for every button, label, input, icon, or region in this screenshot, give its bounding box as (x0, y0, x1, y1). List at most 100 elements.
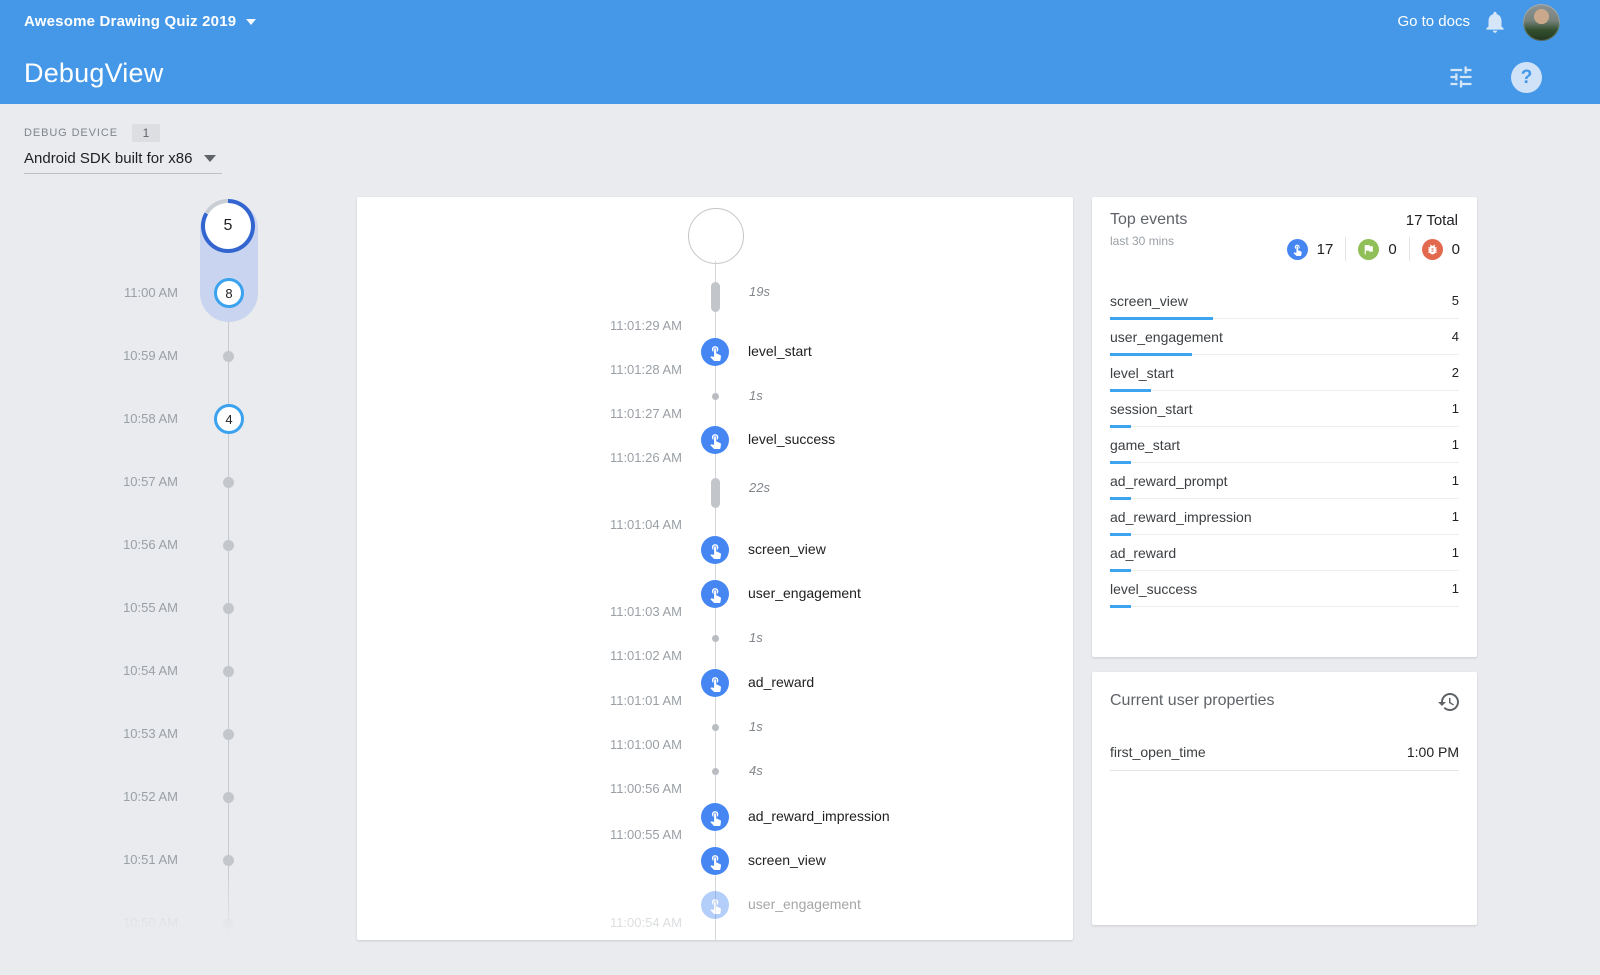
top-event-name[interactable]: game_start (1110, 436, 1181, 453)
timeline-minute-label: 10:59 AM (123, 348, 178, 363)
top-event-count: 1 (1451, 473, 1459, 488)
timeline-minute-label: 10:54 AM (123, 663, 178, 678)
event-timestamp: 11:00:55 AM (609, 827, 682, 842)
event-timestamp: 11:01:04 AM (609, 517, 682, 532)
history-icon[interactable] (1437, 690, 1461, 714)
gap-duration-label: 1s (749, 388, 763, 403)
top-event-name[interactable]: level_start (1110, 364, 1174, 381)
event-timestamp: 11:01:28 AM (609, 362, 682, 377)
gap-tick-dot (712, 723, 719, 731)
stream-head-circle (688, 208, 744, 264)
event-name[interactable]: ad_reward_impression (748, 808, 890, 824)
device-select[interactable]: Android SDK built for x86 (24, 144, 222, 174)
event-touch-icon[interactable] (701, 891, 729, 919)
top-event-row[interactable]: game_start 1 (1110, 427, 1459, 464)
event-timestamp: 11:01:01 AM (609, 693, 682, 708)
filter-tune-icon[interactable] (1447, 63, 1475, 91)
top-event-name[interactable]: screen_view (1110, 292, 1188, 309)
event-timestamp: 11:00:54 AM (609, 915, 682, 930)
top-event-bar (1110, 353, 1193, 356)
event-name[interactable]: level_success (748, 431, 836, 447)
user-property-name: first_open_time (1110, 744, 1206, 760)
user-properties-title: Current user properties (1110, 692, 1275, 709)
top-event-row[interactable]: ad_reward_impression 1 (1110, 499, 1459, 536)
top-event-row[interactable]: user_engagement 4 (1110, 319, 1459, 356)
counter-value: 0 (1451, 240, 1460, 258)
event-touch-icon[interactable] (701, 847, 729, 875)
top-event-name[interactable]: ad_reward (1110, 544, 1177, 561)
current-minute-spinner[interactable]: 5 (201, 199, 255, 253)
timeline-minute-dot[interactable] (223, 728, 234, 740)
counter-divider (1345, 237, 1347, 261)
top-event-name[interactable]: level_success (1110, 580, 1198, 597)
timeline-minute-label: 10:50 AM (123, 915, 178, 930)
top-event-bar (1110, 389, 1152, 392)
top-event-count: 1 (1451, 581, 1459, 596)
timeline-minute-label: 10:57 AM (123, 474, 178, 489)
timeline-minute-label: 10:51 AM (123, 852, 178, 867)
help-icon[interactable]: ? (1511, 62, 1542, 93)
top-event-row[interactable]: level_success 1 (1110, 571, 1459, 608)
debug-device-count-badge: 1 (131, 124, 160, 142)
top-event-name[interactable]: session_start (1110, 400, 1193, 417)
top-event-row[interactable]: ad_reward_prompt 1 (1110, 463, 1459, 500)
top-event-name[interactable]: ad_reward_prompt (1110, 472, 1228, 489)
gap-capsule (711, 478, 720, 508)
top-event-row[interactable]: session_start 1 (1110, 391, 1459, 428)
timeline-minute-dot[interactable] (223, 791, 234, 803)
top-events-rows: screen_view 5 user_engagement 4 level_start 2… (1110, 283, 1459, 608)
event-touch-icon[interactable] (701, 536, 729, 564)
debug-device-header: DEBUG DEVICE 1 (24, 124, 160, 142)
gap-duration-label: 1s (749, 719, 763, 734)
event-touch-icon[interactable] (701, 669, 729, 697)
timeline-minute-bubble[interactable]: 8 (214, 278, 244, 308)
top-event-bar (1110, 425, 1131, 428)
top-event-name[interactable]: user_engagement (1110, 328, 1223, 345)
event-timestamp: 11:01:00 AM (609, 737, 682, 752)
event-touch-icon[interactable] (701, 803, 729, 831)
avatar[interactable] (1523, 4, 1560, 41)
gap-duration-label: 22s (749, 480, 770, 495)
event-touch-icon[interactable] (701, 338, 729, 366)
event-timestamp: 11:00:56 AM (609, 781, 682, 796)
gap-tick-dot (712, 767, 719, 775)
flag-icon (1358, 238, 1380, 260)
top-event-row[interactable]: ad_reward 1 (1110, 535, 1459, 572)
event-name[interactable]: screen_view (748, 852, 826, 868)
timeline-minute-dot[interactable] (223, 539, 234, 551)
top-event-count: 5 (1451, 293, 1459, 308)
gap-duration-label: 19s (749, 284, 770, 299)
gap-tick-dot (712, 634, 719, 642)
event-timestamp: 11:01:26 AM (609, 450, 682, 465)
timeline-minute-dot[interactable] (223, 917, 234, 929)
top-event-bar (1110, 569, 1131, 572)
timeline-minute-dot[interactable] (223, 602, 234, 614)
top-events-panel: Top events last 30 mins 17 Total 17 0 0 sc… (1092, 197, 1477, 657)
top-event-row[interactable]: screen_view 5 (1110, 283, 1459, 320)
timeline-minute-dot[interactable] (223, 350, 234, 362)
top-event-bar (1110, 461, 1131, 464)
timeline-minute-label: 10:52 AM (123, 789, 178, 804)
event-name[interactable]: screen_view (748, 541, 826, 557)
event-name[interactable]: user_engagement (748, 896, 861, 912)
go-to-docs-link[interactable]: Go to docs (1397, 13, 1470, 30)
event-touch-icon[interactable] (701, 580, 729, 608)
bug-icon (1421, 238, 1443, 260)
timeline-minute-dot[interactable] (223, 665, 234, 677)
notifications-bell-icon[interactable] (1482, 9, 1508, 35)
timeline-minute-dot[interactable] (223, 476, 234, 488)
event-name[interactable]: ad_reward (748, 674, 815, 690)
event-touch-icon[interactable] (701, 426, 729, 454)
top-event-row[interactable]: level_start 2 (1110, 355, 1459, 392)
gap-duration-label: 1s (749, 630, 763, 645)
timeline-minute-dot[interactable] (223, 854, 234, 866)
top-event-count: 1 (1451, 509, 1459, 524)
gap-duration-label: 4s (749, 763, 763, 778)
project-selector[interactable]: Awesome Drawing Quiz 2019 (24, 13, 257, 30)
top-event-name[interactable]: ad_reward_impression (1110, 508, 1252, 525)
user-property-value: 1:00 PM (1406, 744, 1459, 760)
top-events-total: 17 Total (1405, 212, 1458, 229)
event-name[interactable]: user_engagement (748, 585, 861, 601)
timeline-minute-bubble[interactable]: 4 (214, 404, 244, 434)
event-name[interactable]: level_start (748, 343, 812, 359)
